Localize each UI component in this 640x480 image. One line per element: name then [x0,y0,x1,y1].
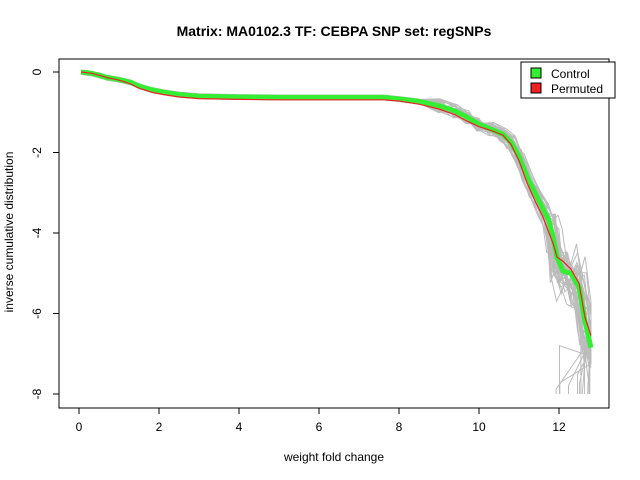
permutation-line [80,71,588,336]
permutation-line [80,73,584,394]
x-tick-label: 10 [472,420,486,434]
permutation-line [81,71,592,357]
permutation-line [80,73,586,352]
y-tick-label: 0 [30,68,44,75]
y-tick-label: -2 [30,147,44,158]
plot-frame [58,58,610,409]
permutation-line [80,72,590,367]
permutation-line [81,71,589,394]
permutation-line [80,71,590,368]
permutation-line [80,73,587,332]
permutation-line [80,73,592,394]
permutation-line [80,71,588,353]
permutation-line [80,71,590,394]
permutation-line [80,73,591,394]
permutation-line [81,71,592,338]
permutation-line [81,71,592,354]
chart-title: Matrix: MA0102.3 TF: CEBPA SNP set: regS… [177,23,492,39]
permutation-line [80,73,592,394]
permutation-line [80,71,592,365]
x-tick-label: 12 [552,420,566,434]
permutation-line [80,72,587,336]
x-tick-label: 0 [76,420,83,434]
legend: Control Permuted [520,61,616,99]
y-tick-label: -4 [30,227,44,238]
permutation-line [80,73,592,337]
permutation-line [81,71,592,394]
permutation-line [80,73,588,340]
y-tick-label: -8 [30,388,44,399]
permutation-line [81,71,584,335]
permutation-line [80,72,589,360]
permutation-line [80,73,592,351]
permutation-line [81,71,592,394]
permutation-line [80,72,591,359]
permutation-line [80,73,585,359]
permutation-line [81,71,591,365]
legend-swatch-permuted [530,82,542,94]
x-tick-label: 4 [236,420,243,434]
permutation-line [80,73,592,394]
permutation-line [80,71,587,361]
permutation-line [80,71,592,394]
permutation-line [80,71,592,363]
legend-label-permuted: Permuted [551,82,603,96]
permutation-line [80,73,588,354]
permutation-line [80,71,592,339]
x-tick-label: 6 [316,420,323,434]
series-line-permuted [80,71,592,336]
permutation-lines-group [80,71,592,394]
permutation-line [80,72,592,394]
permutation-line [80,73,585,366]
permutation-line [81,71,592,368]
x-axis-label: weight fold change [283,450,384,464]
y-axis: 0 -2 -4 -6 -8 [30,68,60,399]
legend-swatch-control [530,67,542,79]
series-line-control [80,69,594,349]
permutation-line [80,73,592,365]
x-axis: 0 2 4 6 8 10 12 [76,407,566,434]
x-tick-label: 8 [396,420,403,434]
legend-label-control: Control [551,67,590,81]
y-tick-label: -6 [30,308,44,319]
series-lines-group [80,69,594,349]
permutation-line [80,73,592,394]
permutation-line [80,73,590,394]
y-axis-label: inverse cumulative distribution [2,152,16,313]
permutation-line [80,71,586,394]
x-tick-label: 2 [156,420,163,434]
